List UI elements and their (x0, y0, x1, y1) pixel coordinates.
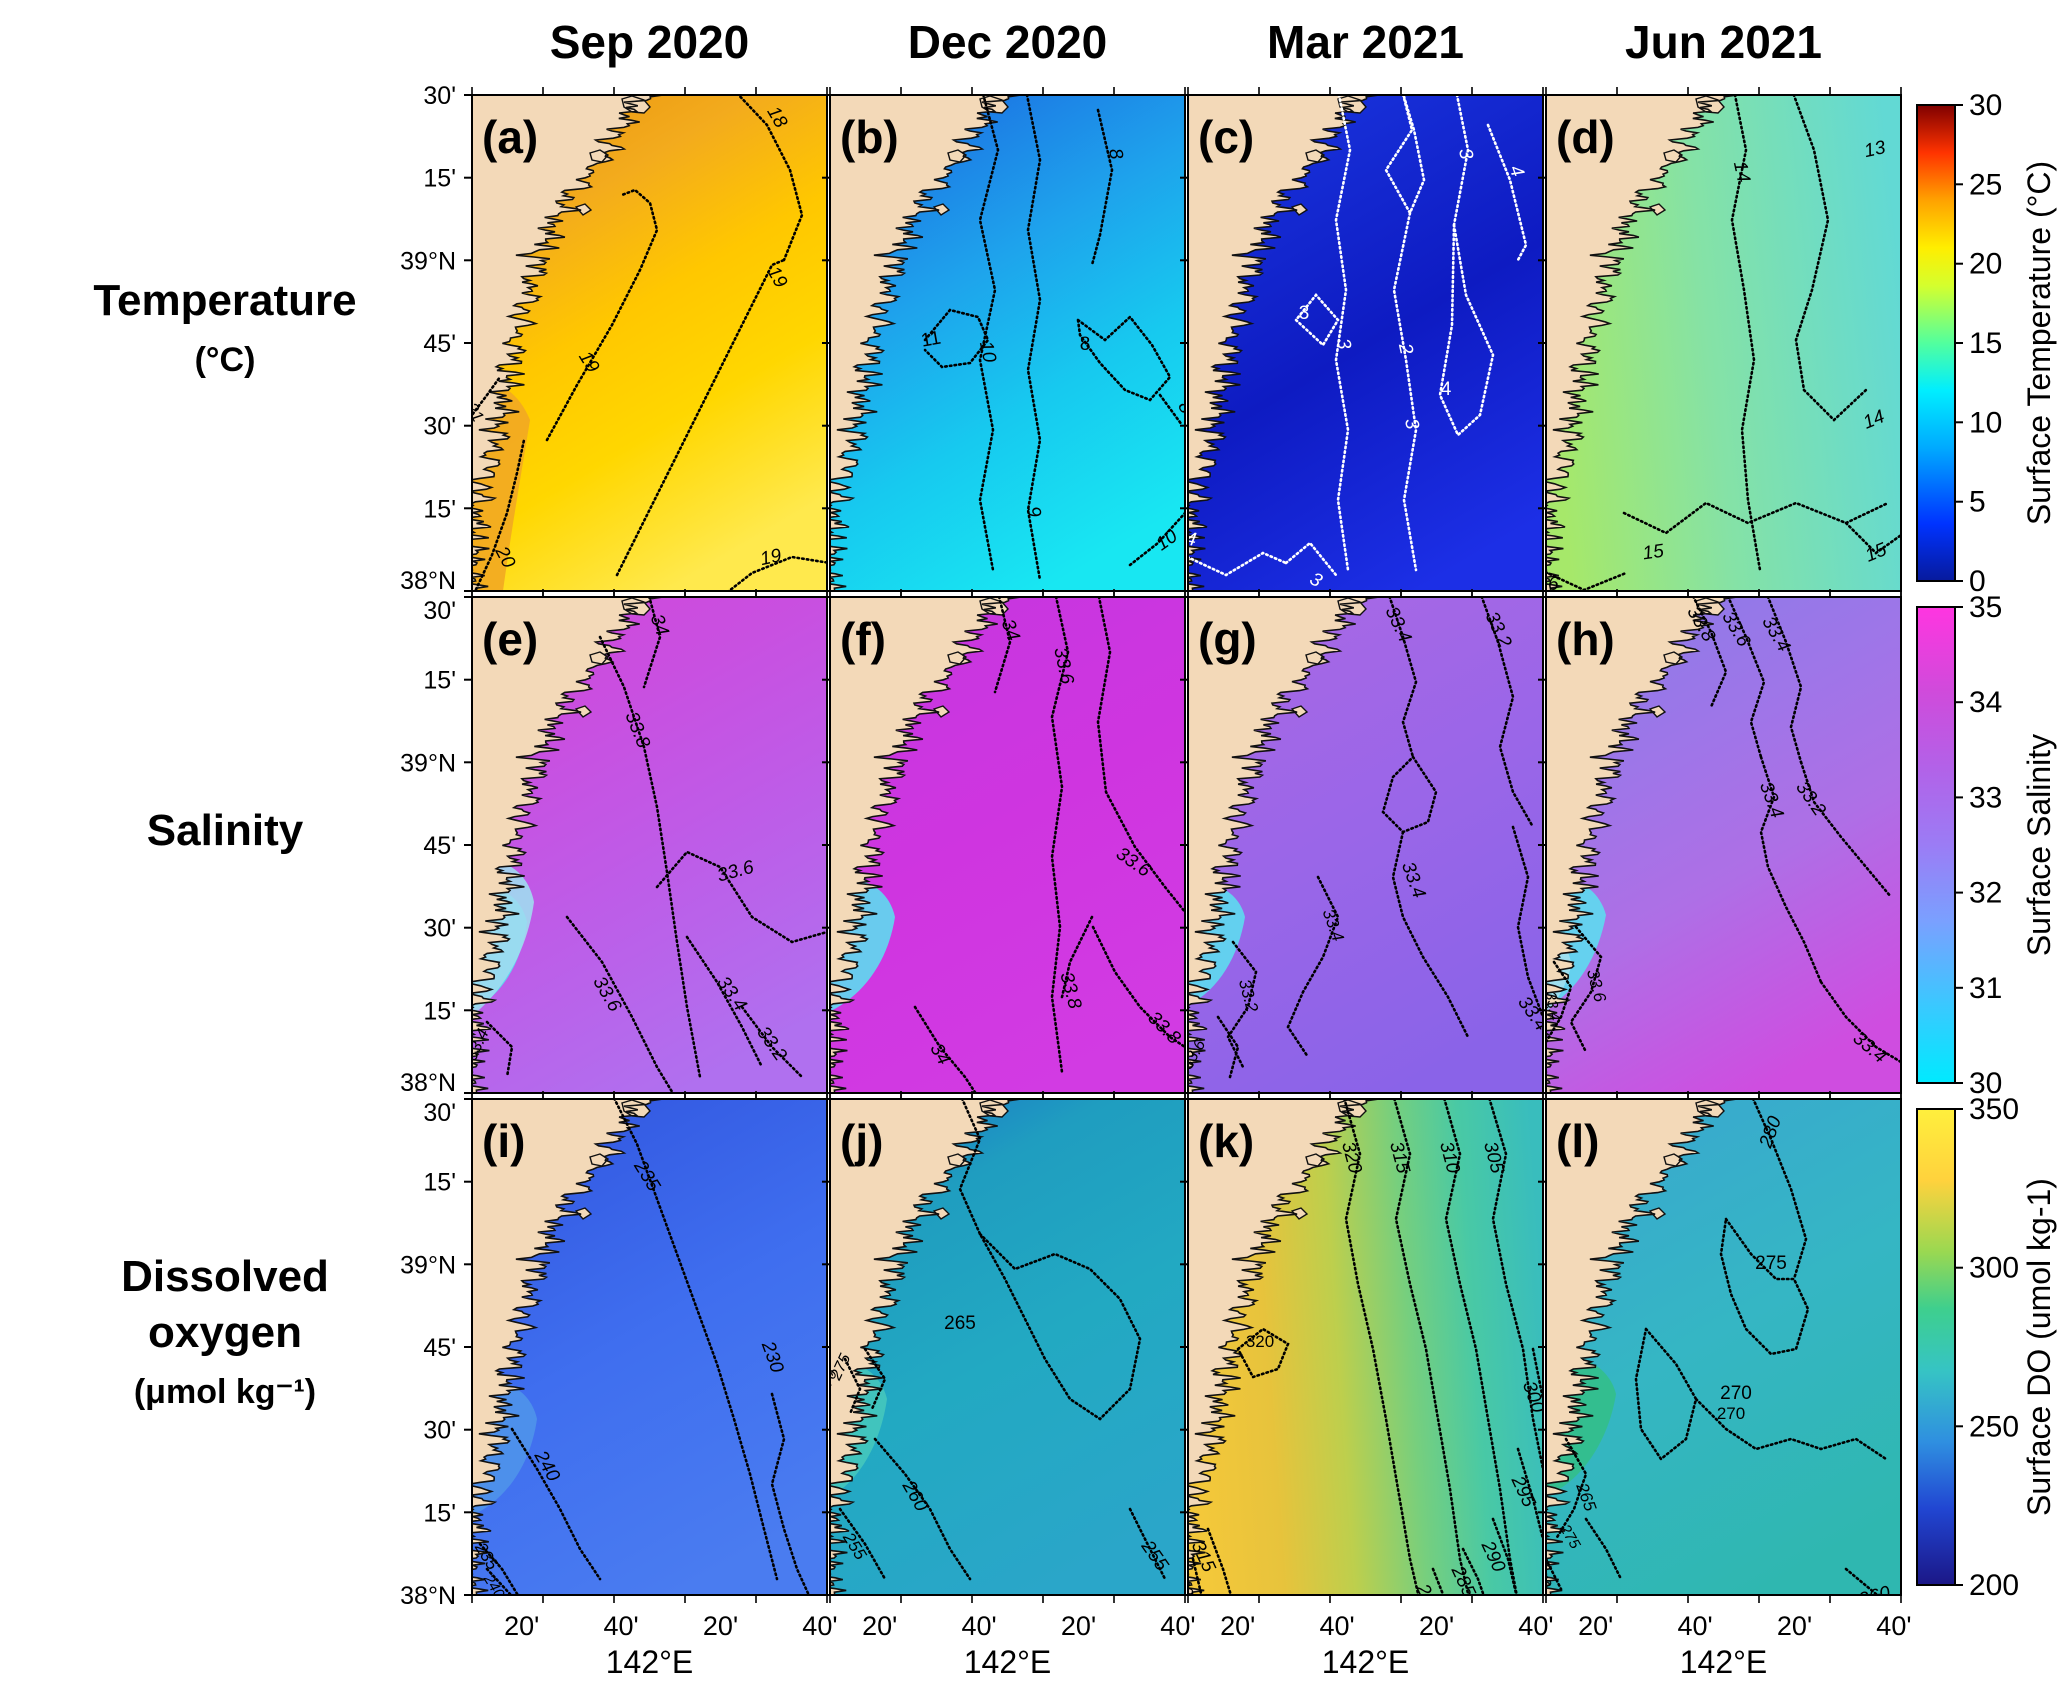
svg-text:200: 200 (1969, 1569, 2019, 1602)
svg-text:(k): (k) (1198, 1115, 1254, 1167)
svg-text:(e): (e) (482, 613, 538, 665)
svg-text:142°E: 142°E (1322, 1644, 1410, 1680)
svg-text:30': 30' (423, 82, 456, 110)
svg-text:4: 4 (1441, 379, 1452, 400)
svg-text:Dissolved: Dissolved (121, 1252, 329, 1301)
svg-text:20': 20' (1220, 1611, 1255, 1641)
svg-text:320: 320 (1246, 1332, 1274, 1351)
svg-text:oxygen: oxygen (148, 1308, 302, 1357)
svg-text:30': 30' (423, 1099, 456, 1127)
svg-text:(μmol kg⁻¹): (μmol kg⁻¹) (134, 1373, 316, 1411)
svg-text:250: 250 (1969, 1410, 2019, 1443)
svg-text:Surface Temperature (°C): Surface Temperature (°C) (2021, 161, 2057, 525)
svg-text:Salinity: Salinity (147, 806, 304, 855)
svg-text:15: 15 (1641, 541, 1665, 565)
svg-text:(l): (l) (1556, 1115, 1599, 1167)
svg-text:34: 34 (1969, 686, 2002, 719)
svg-text:30': 30' (423, 597, 456, 625)
svg-text:20': 20' (504, 1611, 539, 1641)
svg-text:142°E: 142°E (606, 1644, 694, 1680)
svg-text:39°N: 39°N (400, 247, 456, 275)
svg-text:31: 31 (1969, 972, 2002, 1005)
svg-text:11: 11 (920, 328, 943, 352)
svg-text:Sep 2020: Sep 2020 (550, 16, 749, 68)
svg-text:25: 25 (1969, 168, 2002, 201)
svg-text:30': 30' (423, 915, 456, 943)
svg-text:32: 32 (1969, 877, 2002, 910)
svg-text:40': 40' (1678, 1611, 1713, 1641)
svg-text:20': 20' (1061, 1611, 1096, 1641)
svg-text:40': 40' (962, 1611, 997, 1641)
svg-text:270: 270 (1720, 1383, 1752, 1404)
svg-text:(h): (h) (1556, 613, 1615, 665)
svg-text:10: 10 (1969, 406, 2002, 439)
svg-text:38°N: 38°N (400, 1582, 456, 1610)
svg-text:39°N: 39°N (400, 1251, 456, 1279)
svg-text:15': 15' (423, 1169, 456, 1197)
svg-text:40': 40' (1160, 1611, 1195, 1641)
svg-text:38°N: 38°N (400, 567, 456, 595)
svg-text:5: 5 (1969, 486, 1986, 519)
svg-text:14: 14 (1729, 159, 1754, 184)
svg-text:40': 40' (604, 1611, 639, 1641)
svg-text:30: 30 (1969, 89, 2002, 122)
svg-text:35: 35 (1969, 591, 2002, 624)
svg-text:(i): (i) (482, 1115, 525, 1167)
svg-text:(c): (c) (1198, 111, 1254, 163)
svg-text:(a): (a) (482, 111, 538, 163)
svg-text:Dec 2020: Dec 2020 (908, 16, 1108, 68)
svg-text:(g): (g) (1198, 613, 1257, 665)
svg-text:40': 40' (1518, 1611, 1553, 1641)
svg-text:265: 265 (944, 1313, 976, 1334)
svg-text:30': 30' (423, 1417, 456, 1445)
svg-text:15': 15' (423, 667, 456, 695)
svg-text:(°C): (°C) (195, 341, 256, 379)
svg-text:Mar 2021: Mar 2021 (1267, 16, 1464, 68)
svg-text:15': 15' (423, 495, 456, 523)
svg-text:45': 45' (423, 1334, 456, 1362)
svg-text:(d): (d) (1556, 111, 1615, 163)
svg-text:275: 275 (1755, 1253, 1787, 1274)
svg-text:270: 270 (1717, 1404, 1745, 1423)
svg-text:38°N: 38°N (400, 1069, 456, 1097)
svg-text:40': 40' (802, 1611, 837, 1641)
svg-text:15: 15 (1969, 327, 2002, 360)
svg-text:30': 30' (423, 413, 456, 441)
svg-text:(b): (b) (840, 111, 899, 163)
svg-text:45': 45' (423, 330, 456, 358)
svg-text:(f): (f) (840, 613, 886, 665)
svg-text:40': 40' (1320, 1611, 1355, 1641)
svg-text:300: 300 (1969, 1252, 2019, 1285)
svg-text:40': 40' (1876, 1611, 1911, 1641)
svg-text:Temperature: Temperature (93, 276, 356, 325)
svg-text:20': 20' (703, 1611, 738, 1641)
svg-text:142°E: 142°E (1680, 1644, 1768, 1680)
svg-text:20': 20' (1578, 1611, 1613, 1641)
svg-text:Jun 2021: Jun 2021 (1625, 16, 1822, 68)
svg-text:39°N: 39°N (400, 749, 456, 777)
svg-text:33: 33 (1969, 781, 2002, 814)
svg-text:142°E: 142°E (964, 1644, 1052, 1680)
svg-text:3: 3 (1299, 303, 1310, 324)
svg-text:(j): (j) (840, 1115, 883, 1167)
svg-text:350: 350 (1969, 1093, 2019, 1126)
svg-text:20: 20 (1969, 248, 2002, 281)
svg-text:45': 45' (423, 832, 456, 860)
svg-text:Surface DO (umol kg-1): Surface DO (umol kg-1) (2021, 1178, 2057, 1516)
svg-text:20': 20' (862, 1611, 897, 1641)
svg-text:20': 20' (1419, 1611, 1454, 1641)
svg-text:15': 15' (423, 1499, 456, 1527)
svg-text:15': 15' (423, 997, 456, 1025)
svg-text:Surface Salinity: Surface Salinity (2021, 734, 2057, 956)
svg-text:8: 8 (1080, 334, 1091, 355)
svg-text:20': 20' (1777, 1611, 1812, 1641)
svg-text:15': 15' (423, 165, 456, 193)
